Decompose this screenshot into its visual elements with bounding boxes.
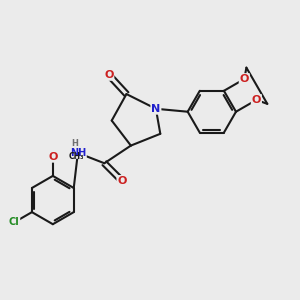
Text: N: N	[151, 104, 160, 114]
Text: Cl: Cl	[9, 218, 20, 227]
Text: NH: NH	[70, 148, 86, 158]
Text: CH₃: CH₃	[69, 152, 85, 161]
Text: O: O	[48, 152, 58, 162]
Text: O: O	[104, 70, 113, 80]
Text: O: O	[240, 74, 249, 84]
Text: H: H	[71, 139, 78, 148]
Text: O: O	[117, 176, 127, 186]
Text: O: O	[252, 95, 261, 105]
